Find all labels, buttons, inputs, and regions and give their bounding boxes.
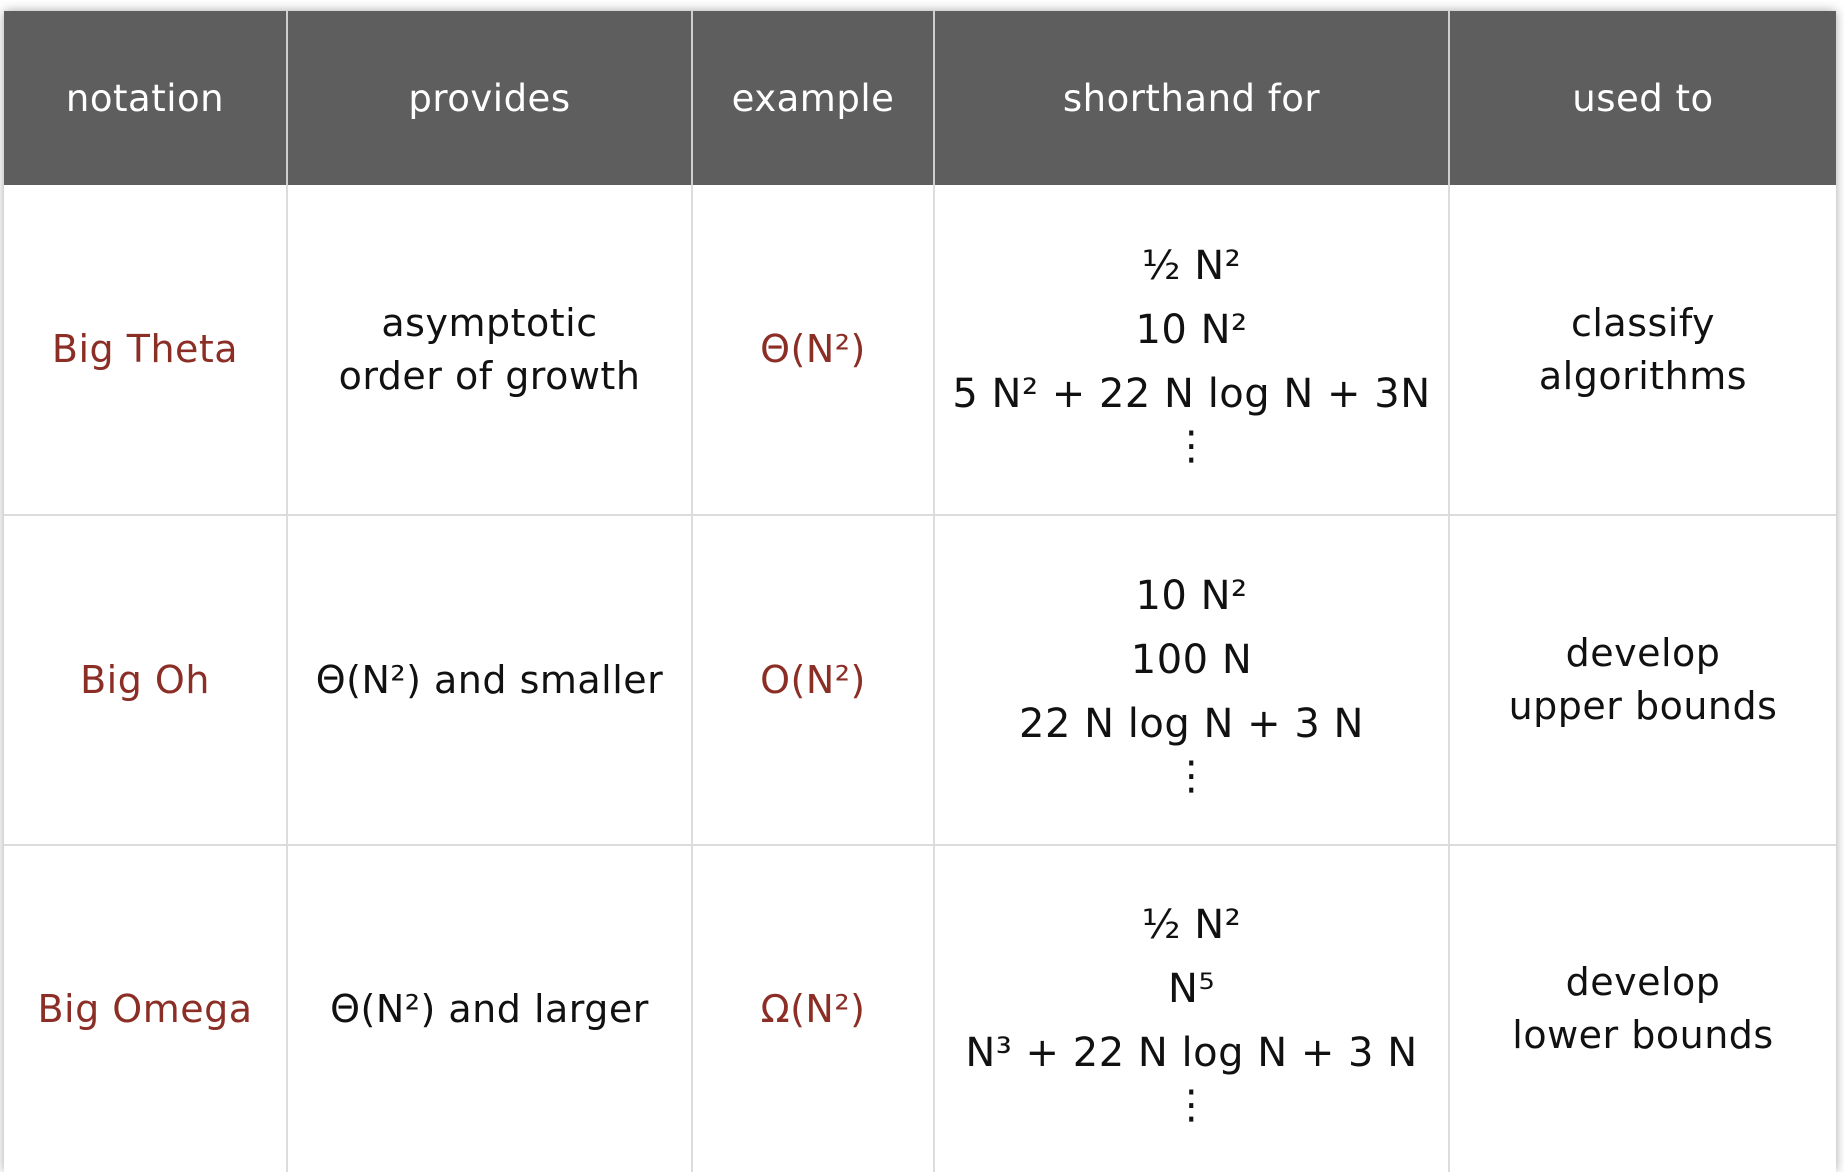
used-to-line: upper bounds (1508, 684, 1778, 728)
used-to-line: lower bounds (1512, 1013, 1774, 1057)
notation-cell: Big Omega (4, 844, 287, 1172)
notation-table: notation provides example shorthand for … (4, 11, 1836, 1172)
provides-line: asymptotic (381, 300, 598, 345)
header-used-to: used to (1448, 11, 1836, 185)
header-shorthand-for: shorthand for (933, 11, 1449, 185)
table-body: Big Theta asymptotic order of growth Θ(N… (4, 185, 1836, 1172)
table-row: Big Theta asymptotic order of growth Θ(N… (4, 185, 1836, 515)
shorthand-line: 5 N² + 22 N log N + 3N (952, 370, 1431, 417)
header-provides: provides (286, 11, 692, 185)
provides-cell: Θ(N²) and larger (286, 844, 692, 1172)
used-to-cell: develop lower bounds (1448, 844, 1836, 1172)
shorthand-line: ½ N² (1141, 902, 1242, 948)
header-row: notation provides example shorthand for … (4, 11, 1836, 185)
vertical-ellipsis: ⋮ (1171, 753, 1212, 799)
shorthand-line: 10 N² (1135, 306, 1248, 353)
used-to-line: develop (1565, 631, 1721, 675)
used-to-line: algorithms (1538, 353, 1748, 398)
provides-line: Θ(N²) and larger (330, 986, 649, 1031)
table-row: Big Omega Θ(N²) and larger Ω(N²) ½ N² N⁵… (4, 844, 1836, 1172)
shorthand-line: 10 N² (1135, 573, 1248, 619)
notation-cell: Big Oh (4, 514, 287, 845)
provides-cell: asymptotic order of growth (286, 185, 692, 515)
shorthand-cell: ½ N² 10 N² 5 N² + 22 N log N + 3N ⋮ (933, 185, 1449, 515)
shorthand-cell: 10 N² 100 N 22 N log N + 3 N ⋮ (933, 514, 1449, 845)
provides-line: order of growth (338, 353, 641, 398)
vertical-ellipsis: ⋮ (1171, 1082, 1212, 1128)
used-to-line: classify (1570, 300, 1716, 345)
used-to-line: develop (1565, 960, 1721, 1004)
provides-line: Θ(N²) and smaller (315, 657, 664, 702)
vertical-ellipsis: ⋮ (1171, 422, 1212, 469)
example-cell: Ω(N²) (691, 844, 934, 1172)
example-cell: O(N²) (691, 514, 934, 845)
used-to-cell: classify algorithms (1448, 185, 1836, 515)
shorthand-line: ½ N² (1141, 242, 1242, 289)
shorthand-line: 22 N log N + 3 N (1019, 701, 1364, 747)
notation-cell: Big Theta (51, 327, 239, 371)
provides-cell: Θ(N²) and smaller (286, 514, 692, 845)
example-cell: Θ(N²) (691, 185, 934, 515)
shorthand-line: 100 N (1130, 637, 1253, 683)
header-notation: notation (4, 11, 287, 185)
notation-table-container: notation provides example shorthand for … (4, 11, 1836, 1172)
used-to-cell: develop upper bounds (1448, 514, 1836, 845)
table-row: Big Oh Θ(N²) and smaller O(N²) 10 N² 100… (4, 514, 1836, 845)
shorthand-cell: ½ N² N⁵ N³ + 22 N log N + 3 N ⋮ (933, 844, 1449, 1172)
shorthand-line: N⁵ (1168, 966, 1215, 1012)
table-header: notation provides example shorthand for … (4, 11, 1836, 185)
header-example: example (691, 11, 934, 185)
shorthand-line: N³ + 22 N log N + 3 N (965, 1030, 1418, 1076)
